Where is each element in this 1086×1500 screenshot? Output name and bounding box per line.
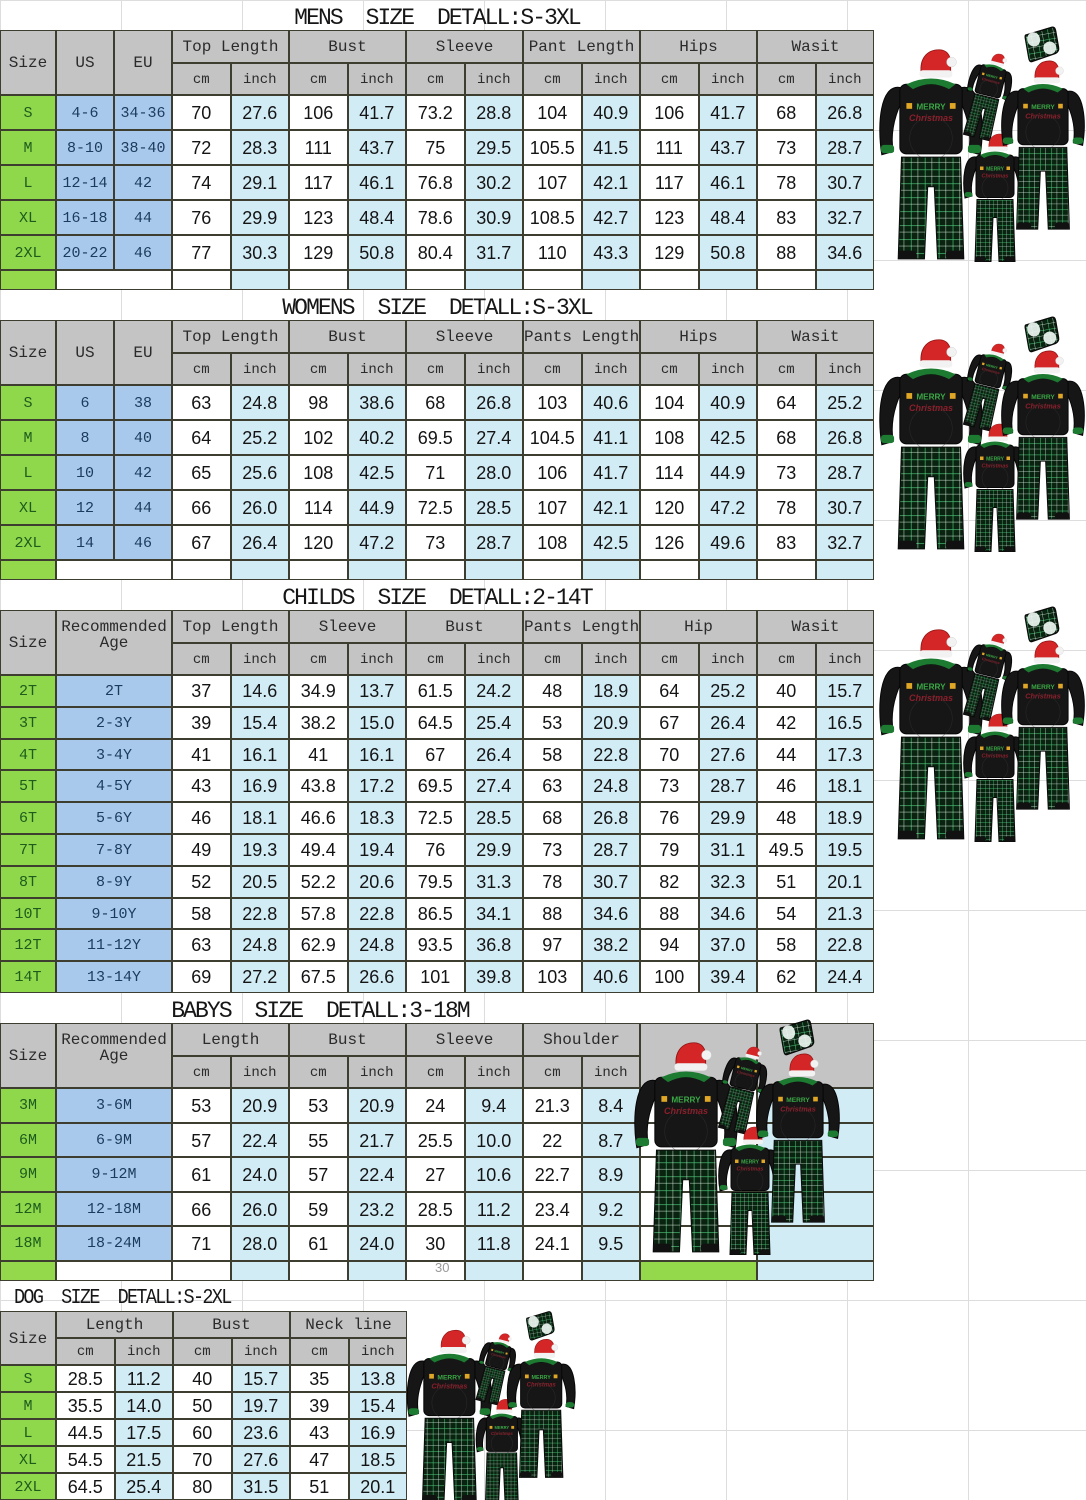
svg-text:Christmas: Christmas [982, 174, 1009, 180]
svg-text:MERRY: MERRY [532, 1375, 552, 1381]
svg-text:MERRY: MERRY [786, 1097, 810, 1104]
svg-text:Christmas: Christmas [780, 1104, 815, 1113]
svg-text:Christmas: Christmas [664, 1106, 708, 1116]
svg-text:Christmas: Christmas [909, 113, 953, 123]
svg-text:Christmas: Christmas [909, 693, 953, 703]
svg-text:MERRY: MERRY [741, 1160, 760, 1166]
svg-text:Christmas: Christmas [1025, 401, 1060, 410]
svg-text:MERRY: MERRY [916, 393, 946, 402]
svg-text:MERRY: MERRY [986, 457, 1005, 463]
svg-text:MERRY: MERRY [671, 1096, 701, 1105]
svg-text:MERRY: MERRY [916, 683, 946, 692]
svg-text:Christmas: Christmas [909, 403, 953, 413]
svg-text:Christmas: Christmas [982, 464, 1009, 470]
svg-text:Christmas: Christmas [737, 1167, 764, 1173]
svg-text:Christmas: Christmas [491, 1431, 514, 1436]
svg-text:MERRY: MERRY [916, 103, 946, 112]
svg-text:MERRY: MERRY [1031, 684, 1055, 691]
svg-text:MERRY: MERRY [495, 1425, 510, 1430]
svg-text:Christmas: Christmas [1025, 111, 1060, 120]
svg-text:MERRY: MERRY [1031, 394, 1055, 401]
svg-text:Christmas: Christmas [982, 754, 1009, 760]
svg-text:Christmas: Christmas [527, 1382, 557, 1388]
svg-text:Christmas: Christmas [1025, 691, 1060, 700]
svg-text:MERRY: MERRY [1031, 104, 1055, 111]
svg-text:Christmas: Christmas [431, 1382, 467, 1391]
svg-text:MERRY: MERRY [437, 1374, 462, 1381]
svg-text:MERRY: MERRY [986, 747, 1005, 753]
svg-text:MERRY: MERRY [986, 167, 1005, 173]
